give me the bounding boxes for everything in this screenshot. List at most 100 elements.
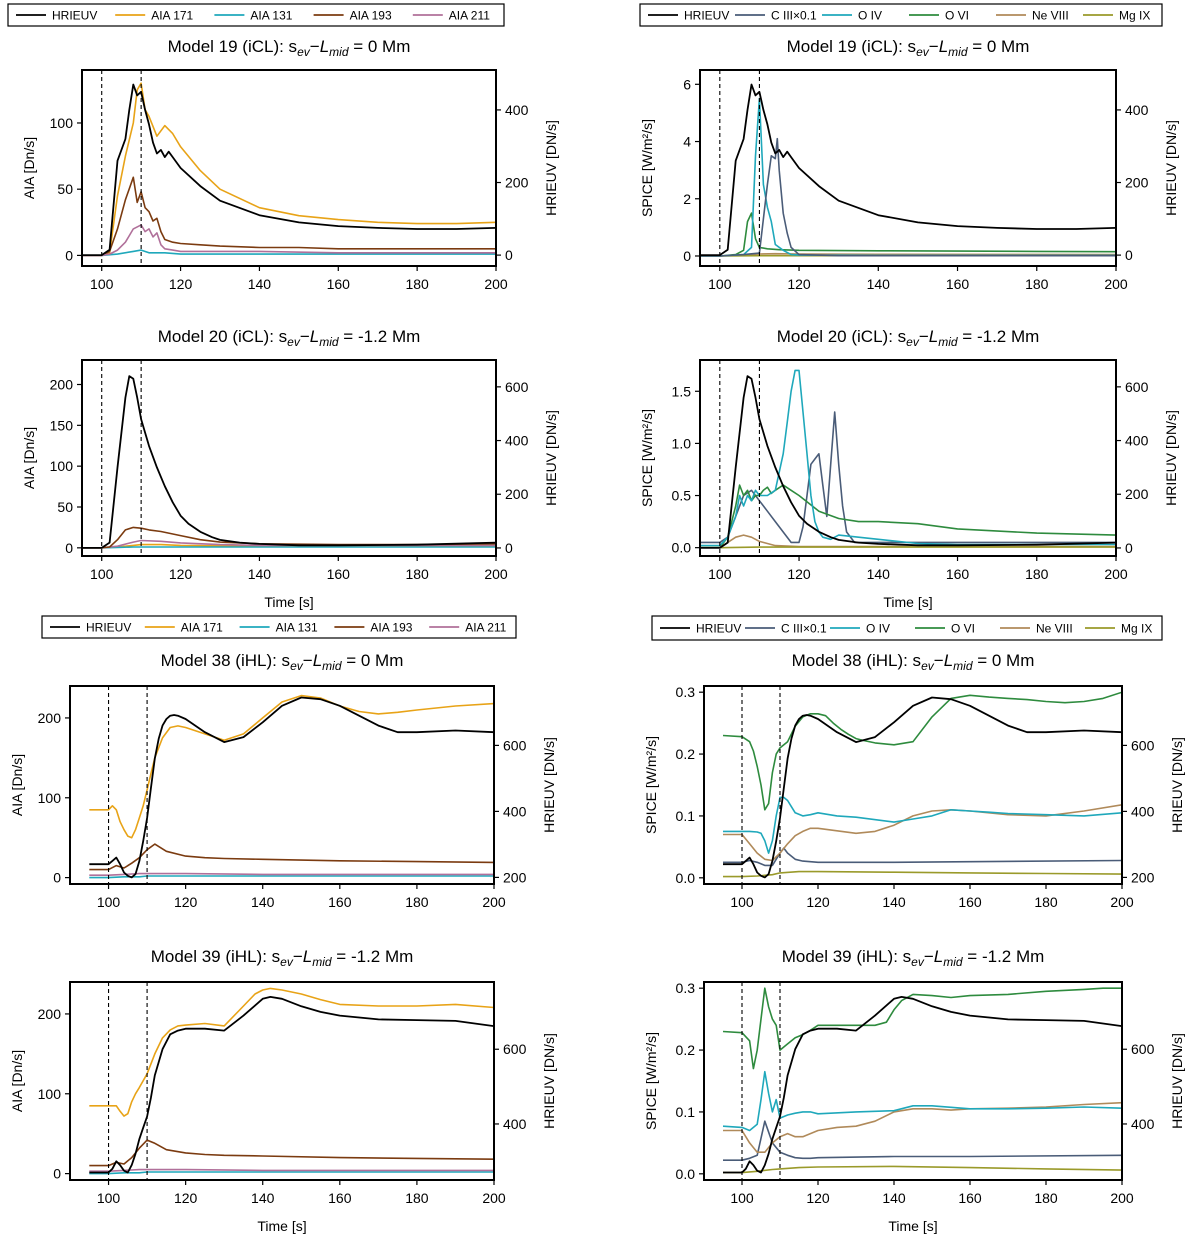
legend-item-hrieuv: HRIEUV	[16, 9, 97, 23]
plot-frame	[69, 685, 495, 885]
legend-item-aia-171: AIA 171	[115, 9, 194, 23]
series-mg-ix	[723, 1165, 1122, 1174]
legend-label: AIA 131	[250, 9, 292, 23]
series-aia-171	[89, 987, 494, 1117]
x-tick-label: 100	[97, 894, 121, 910]
y-tick-label: 100	[38, 790, 62, 806]
y2-tick-label: 600	[503, 737, 527, 753]
y-axis-label: AIA [Dn/s]	[21, 427, 37, 489]
x-tick-label: 200	[1104, 276, 1128, 292]
legend-item-ne-viii: Ne VIII	[1000, 622, 1073, 636]
x-tick-label: 100	[730, 1190, 754, 1206]
y-tick-label: 0.2	[676, 1042, 696, 1058]
legend-spice-bottom: HRIEUV C III×0.1 O IV O VI Ne VIII Mg IX	[651, 615, 1163, 641]
y2-tick-label: 600	[1125, 379, 1149, 395]
plot-frame	[69, 981, 495, 1181]
panel-model39-aia: Model 39 (iHL): sev−Lmid = -1.2 Mm 100 120…	[9, 947, 557, 1234]
plot-frame	[703, 981, 1123, 1181]
legend-label: AIA 131	[276, 621, 318, 635]
y2-tick-label: 400	[1131, 803, 1155, 819]
series-aia-193	[89, 1139, 494, 1167]
legend-label: AIA 171	[151, 9, 193, 23]
legend-label: HRIEUV	[696, 622, 741, 636]
y2-axis-label: HRIEUV [DN/s]	[541, 1033, 557, 1129]
legend-item-c-iiix0-1: C III×0.1	[745, 622, 827, 636]
series-aia-211	[82, 224, 496, 257]
x-tick-label: 160	[958, 894, 982, 910]
x-tick-label: 200	[1104, 566, 1128, 582]
series-aia-171	[82, 82, 496, 257]
x-tick-label: 140	[882, 1190, 906, 1206]
legend-frame	[7, 3, 505, 27]
y-tick-label: 0	[53, 870, 61, 886]
x-tick-label: 100	[730, 894, 754, 910]
y2-axis-label: HRIEUV [DN/s]	[541, 737, 557, 833]
legend-label: HRIEUV	[86, 621, 131, 635]
series-group	[722, 691, 1122, 879]
series-o-iv	[700, 369, 1116, 547]
series-o-vi	[700, 484, 1116, 549]
x-tick-label: 120	[787, 566, 811, 582]
y-axis-label: SPICE [W/m²/s]	[639, 409, 655, 507]
series-hrieuv	[89, 996, 494, 1174]
series-mg-ix	[723, 870, 1122, 878]
y-tick-label: 1.5	[672, 383, 692, 399]
y-tick-label: 0.1	[676, 808, 696, 824]
legend-spice-top: HRIEUV C III×0.1 O IV O VI Ne VIII Mg IX	[639, 3, 1163, 27]
x-tick-label: 100	[97, 1190, 121, 1206]
y-tick-label: 0	[65, 540, 73, 556]
series-o-vi	[722, 987, 1122, 1070]
y2-tick-label: 400	[505, 102, 529, 118]
x-tick-label: 200	[484, 276, 508, 292]
x-axis-label: Time [s]	[888, 1218, 937, 1234]
chart-title: Model 20 (iCL): sev−Lmid = -1.2 Mm	[158, 327, 421, 349]
legend-label: AIA 171	[181, 621, 223, 635]
legend-aia-top: HRIEUV AIA 171 AIA 131 AIA 193 AIA 211	[7, 3, 505, 27]
x-tick-label: 160	[946, 276, 970, 292]
x-axis-label: Time [s]	[264, 594, 313, 610]
x-tick-label: 180	[405, 1190, 429, 1206]
legend-item-o-vi: O VI	[915, 622, 975, 636]
chart-title: Model 20 (iCL): sev−Lmid = -1.2 Mm	[777, 327, 1040, 349]
x-tick-label: 160	[958, 1190, 982, 1206]
panel-model19-aia: Model 19 (iCL): sev−Lmid = 0 Mm 100 120 140…	[21, 37, 559, 292]
y-axis-label: AIA [Dn/s]	[21, 137, 37, 199]
series-hrieuv	[700, 375, 1116, 549]
chart-title: Model 39 (iHL): sev−Lmid = -1.2 Mm	[782, 947, 1045, 969]
series-o-iv	[722, 1070, 1122, 1132]
y-tick-label: 0.3	[676, 684, 696, 700]
y-tick-label: 1.0	[672, 435, 692, 451]
series-aia-131	[89, 1171, 494, 1175]
legend-label: AIA 193	[350, 9, 392, 23]
y2-tick-label: 600	[505, 379, 529, 395]
legend-item-ne-viii: Ne VIII	[996, 9, 1069, 23]
x-tick-label: 180	[1025, 566, 1049, 582]
series-group	[89, 987, 494, 1175]
series-aia-193	[82, 526, 496, 549]
y2-axis-label: HRIEUV [DN/s]	[1169, 1033, 1185, 1129]
series-c-iiix0-1	[700, 137, 1116, 257]
y2-tick-label: 200	[505, 175, 529, 191]
y-axis-label: SPICE [W/m²/s]	[643, 1032, 659, 1130]
series-hrieuv	[89, 696, 494, 879]
y2-tick-label: 400	[505, 433, 529, 449]
series-c-iiix0-1	[723, 847, 1122, 867]
y2-tick-label: 0	[505, 247, 513, 263]
legend-frame	[639, 3, 1163, 27]
legend-item-c-iiix0-1: C III×0.1	[735, 9, 817, 23]
legend-label: Mg IX	[1119, 9, 1150, 23]
x-tick-label: 160	[328, 894, 352, 910]
plot-frame	[81, 69, 497, 267]
legend-label: HRIEUV	[684, 9, 729, 23]
y-tick-label: 100	[50, 458, 74, 474]
legend-label: O VI	[951, 622, 975, 636]
series-ne-viii	[723, 1101, 1122, 1153]
x-tick-label: 140	[248, 566, 272, 582]
y2-tick-label: 0	[1125, 540, 1133, 556]
x-tick-label: 120	[174, 1190, 198, 1206]
chart-title: Model 19 (iCL): sev−Lmid = 0 Mm	[168, 37, 411, 59]
y-tick-label: 0.5	[672, 488, 692, 504]
y2-tick-label: 600	[1131, 737, 1155, 753]
legend-aia-bottom: HRIEUV AIA 171 AIA 131 AIA 193 AIA 211	[41, 615, 517, 639]
x-tick-label: 200	[1110, 894, 1134, 910]
